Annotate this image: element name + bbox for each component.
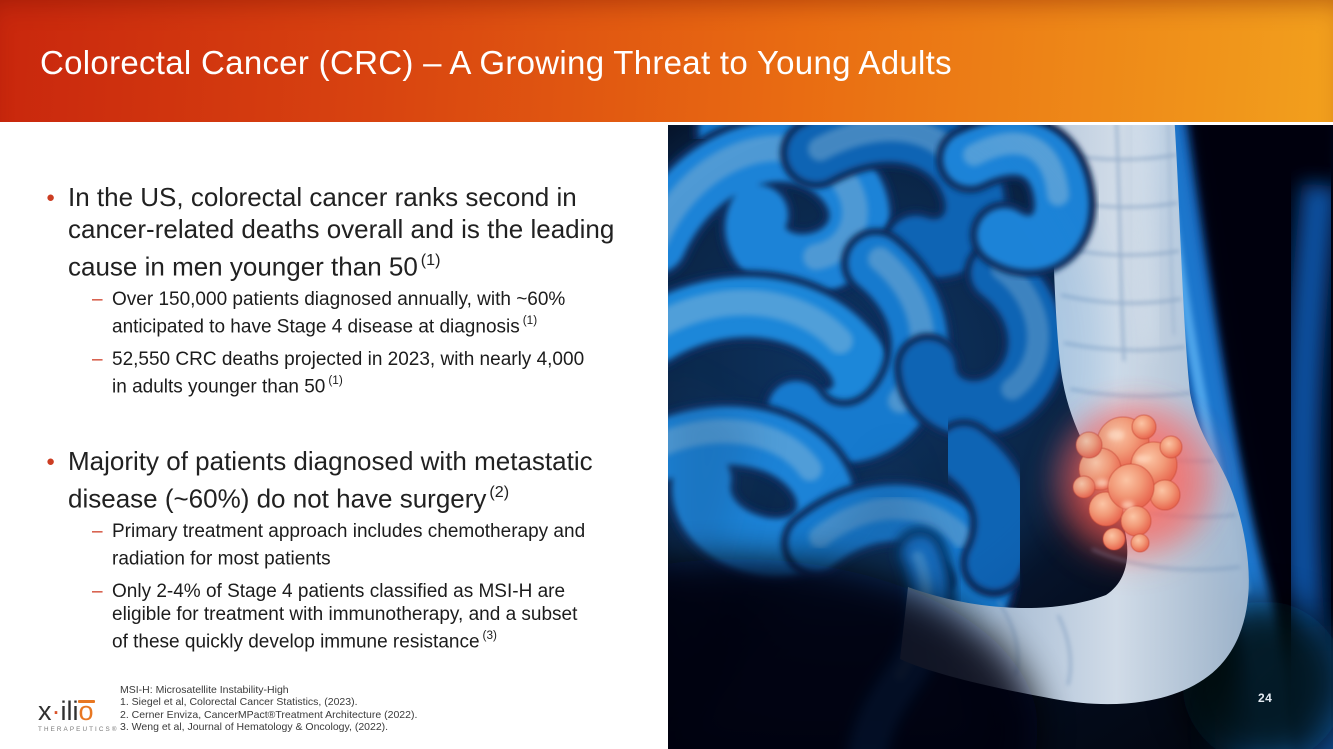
- bullet-text: Majority of patients diagnosed with meta…: [68, 445, 624, 515]
- bullet-icon: ●: [46, 189, 56, 206]
- footnote-line: 2. Cerner Enviza, CancerMPact®Treatment …: [120, 708, 418, 721]
- dash-icon: –: [92, 520, 103, 542]
- header-banner: Colorectal Cancer (CRC) – A Growing Thre…: [0, 0, 1333, 122]
- bullet-text: In the US, colorectal cancer ranks secon…: [68, 181, 624, 283]
- footnote-line: 1. Siegel et al, Colorectal Cancer Stati…: [120, 696, 358, 709]
- sub-bullet-item: – Only 2-4% of Stage 4 patients classifi…: [92, 581, 624, 654]
- sub-bullet-item: – Over 150,000 patients diagnosed annual…: [92, 289, 624, 339]
- bullet-content: ● In the US, colorectal cancer ranks sec…: [46, 181, 646, 654]
- sub-bullet-text: Primary treatment approach includes chem…: [112, 521, 590, 571]
- dash-icon: –: [92, 581, 103, 603]
- bullet-body: Majority of patients diagnosed with meta…: [68, 445, 624, 654]
- sub-bullet-item: – 52,550 CRC deaths projected in 2023, w…: [92, 349, 624, 399]
- sub-bullet-item: – Primary treatment approach includes ch…: [92, 521, 624, 571]
- logo-x: x: [38, 696, 52, 726]
- reference-superscript: (2): [489, 483, 510, 502]
- bullet-item: ● Majority of patients diagnosed with me…: [46, 445, 646, 654]
- reference-superscript: (1): [328, 374, 343, 388]
- bullet-text-main: In the US, colorectal cancer ranks secon…: [68, 182, 615, 282]
- logo-ili: ili: [60, 696, 79, 726]
- reference-superscript: (3): [482, 629, 497, 643]
- sub-bullet-text: Only 2-4% of Stage 4 patients classified…: [112, 581, 590, 654]
- logo-o-macron: o: [77, 696, 95, 726]
- reference-superscript: (1): [522, 314, 538, 328]
- reference-superscript: (1): [420, 251, 441, 269]
- sub-bullet-text: Over 150,000 patients diagnosed annually…: [112, 289, 590, 339]
- logo-tagline: THERAPEUTICS®: [38, 726, 119, 733]
- logo-dot-icon: ·: [51, 696, 61, 726]
- intestines-graphic: [668, 125, 1333, 749]
- sub-bullet-text: 52,550 CRC deaths projected in 2023, wit…: [112, 349, 590, 399]
- bullet-body: In the US, colorectal cancer ranks secon…: [68, 181, 624, 399]
- sub-bullet-list: – Over 150,000 patients diagnosed annual…: [92, 289, 624, 400]
- xilio-logo: x·ilio THERAPEUTICS®: [38, 698, 119, 734]
- page-title: Colorectal Cancer (CRC) – A Growing Thre…: [40, 44, 952, 81]
- logo-wordmark: x·ilio: [38, 698, 116, 725]
- footnotes: MSI-H: Microsatellite Instability-High 1…: [120, 684, 417, 733]
- bullet-item: ● In the US, colorectal cancer ranks sec…: [46, 181, 646, 399]
- bullet-icon: ●: [46, 453, 56, 471]
- colon-illustration: 24: [668, 125, 1333, 749]
- footnote-line: 3. Weng et al, Journal of Hematology & O…: [120, 720, 389, 733]
- sub-bullet-text-main: Primary treatment approach includes chem…: [112, 520, 586, 570]
- dash-icon: –: [92, 288, 103, 310]
- sub-bullet-text-main: Over 150,000 patients diagnosed annually…: [112, 288, 566, 338]
- page-number: 24: [1258, 691, 1273, 705]
- bullet-text-main: Majority of patients diagnosed with meta…: [68, 446, 593, 514]
- dash-icon: –: [92, 348, 103, 370]
- footnote-line: MSI-H: Microsatellite Instability-High: [120, 684, 289, 696]
- sub-bullet-list: – Primary treatment approach includes ch…: [92, 521, 624, 654]
- sub-bullet-text-main: 52,550 CRC deaths projected in 2023, wit…: [112, 348, 585, 398]
- sub-bullet-text-main: Only 2-4% of Stage 4 patients classified…: [112, 581, 578, 653]
